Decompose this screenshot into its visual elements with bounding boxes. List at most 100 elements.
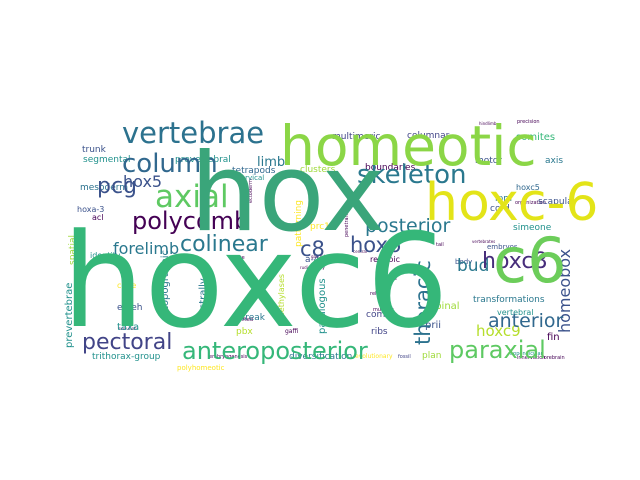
cloud-word-organization: organization <box>515 200 546 206</box>
cloud-word-somites: somites <box>516 132 555 143</box>
cloud-word-forebrain: forebrain <box>542 355 565 361</box>
cloud-word-rudimentary: rudimentary <box>300 265 325 270</box>
cloud-word-hoxc-6: hoxc-6 <box>425 173 598 233</box>
cloud-word-trunk: trunk <box>82 145 107 155</box>
cloud-word-fossil: fossil <box>398 354 411 360</box>
cloud-word-species: species <box>378 276 397 282</box>
cloud-word-central: central <box>353 249 367 254</box>
cloud-word-transformations: transformations <box>473 295 545 305</box>
cloud-word-column: column <box>122 149 218 179</box>
cloud-word-hoxc6: hoxc6 <box>62 205 449 357</box>
cloud-word-plan: plan <box>422 351 441 361</box>
cloud-word-hindlimb: hindlimb <box>479 121 497 126</box>
cloud-word-anteroposterior: anteroposterior <box>182 337 368 365</box>
cloud-word-evolution: evolution <box>118 326 137 331</box>
cloud-word-clusters: clusters <box>300 165 336 175</box>
cloud-word-streak: streak <box>237 313 266 323</box>
cloud-word-diversification: diversification <box>289 352 352 362</box>
cloud-word-lateral: lateral <box>339 258 352 263</box>
cloud-word-trithorax-group: trithorax-group <box>92 352 161 362</box>
cloud-word-a-4: a-4 <box>305 255 320 265</box>
cloud-word-tail: tail <box>436 242 444 248</box>
cloud-word-simeone: simeone <box>513 223 552 233</box>
cloud-word-limb: limb <box>257 155 285 170</box>
cloud-word-mesoderm: mesoderm <box>80 183 128 193</box>
cloud-word-cord: cord <box>490 204 510 214</box>
cloud-word-fin: fin <box>547 332 560 343</box>
cloud-word-code: code <box>117 281 136 290</box>
cloud-word-innervation: innervation <box>517 355 545 361</box>
cloud-word-hox: hox <box>190 131 385 256</box>
cloud-word-mutants: mutants <box>373 307 394 313</box>
cloud-word-motor: motor <box>475 156 502 166</box>
cloud-word-vertebrates: vertebrates <box>472 239 495 244</box>
cloud-word-prevertebral: prevertebral <box>175 155 231 165</box>
cloud-word-axis: axis <box>545 156 563 166</box>
cloud-word-precision: precision <box>517 119 540 125</box>
cloud-word-segmental: segmental <box>83 155 131 165</box>
cloud-word-hox5: hox5 <box>123 172 162 191</box>
cloud-word-c6: c6 <box>493 224 567 297</box>
cloud-word-colinear: colinear <box>180 232 269 257</box>
cloud-word-hoxc9: hoxc9 <box>476 322 521 340</box>
cloud-word-paralogous: paralogous <box>317 278 328 334</box>
cloud-word-anterior: anterior <box>488 310 564 332</box>
cloud-word-rostrally: rostrally <box>198 278 209 319</box>
cloud-word-evolutionary: evolutionary <box>355 353 393 360</box>
cloud-word-tetrapods: tetrapods <box>232 166 276 176</box>
cloud-word-vertebral: vertebral <box>497 308 534 317</box>
cloud-word-patterning: patterning <box>294 200 304 247</box>
cloud-word-topographic: topographic <box>160 250 171 310</box>
cloud-word-embryogenesis: embryogenesis <box>209 354 248 360</box>
cloud-word-columnar: columnar <box>407 131 450 141</box>
cloud-word-multimeric: multimeric <box>332 132 381 142</box>
cloud-canvas <box>72 120 568 368</box>
cloud-word-axial: axial <box>155 179 229 215</box>
cloud-word-hoxc8: hoxc8 <box>482 249 547 274</box>
cloud-word-acl: acl <box>92 213 104 222</box>
cloud-word-retinoic: retinoic <box>370 255 400 264</box>
cloud-word-polycomb: polycomb <box>132 207 249 235</box>
cloud-word-paraxial: paraxial <box>449 336 546 364</box>
cloud-word-pectoral: pectoral <box>82 330 172 355</box>
cloud-word-gaffi: gaffi <box>285 328 298 335</box>
cloud-word-pcg: pcg <box>97 174 137 199</box>
cloud-word-ectoderm: ectoderm <box>248 179 254 203</box>
cloud-word-body: body <box>455 258 472 266</box>
cloud-word-cervical: cervical <box>237 174 264 182</box>
cloud-word-appendicular: appendicular <box>510 351 544 357</box>
cloud-word-relies: relies <box>370 291 384 297</box>
cloud-word-prii: prii <box>425 320 441 331</box>
cloud-word-thoracic: thoracic <box>411 260 435 345</box>
cloud-word-hox6: hox6 <box>350 233 401 257</box>
cloud-word-embryos: embryos <box>487 243 518 251</box>
cloud-word-spatial: spatial <box>68 235 78 265</box>
cloud-word-lpm: lpm <box>495 194 512 204</box>
cloud-word-prc1: prc1 <box>310 222 330 232</box>
cloud-word-prevertebrae: prevertebrae <box>64 283 75 348</box>
cloud-word-pbx: pbx <box>236 327 253 337</box>
cloud-word-hoxa-3: hoxa-3 <box>77 205 104 214</box>
cloud-word-shifted: shifted <box>236 317 253 323</box>
cloud-word-homeotic: homeotic <box>280 114 537 178</box>
cloud-word-skeleton: skeleton <box>357 160 466 190</box>
cloud-word-polyhomeotic: polyhomeotic <box>177 364 225 372</box>
cloud-word-scapula: scapula <box>538 197 573 207</box>
cloud-word-homeobox: homeobox <box>555 249 574 333</box>
cloud-word-gastrulation: gastrulation <box>311 254 336 259</box>
cloud-word-eh-eh: eh/eh <box>117 303 143 313</box>
cloud-word-plate: plate <box>232 255 245 261</box>
cloud-word-combs: combs <box>366 310 396 320</box>
cloud-word-taxa: taxa <box>117 322 139 333</box>
cloud-word-ribs: ribs <box>371 327 388 337</box>
cloud-word-penetrance: penetrance <box>344 208 350 237</box>
cloud-word-boundaries: boundaries <box>365 163 416 173</box>
cloud-word-methylases: methylases <box>277 274 286 320</box>
cloud-word-bud: bud <box>457 256 489 276</box>
cloud-word-forelimb: forelimb <box>113 239 179 258</box>
cloud-word-posterior: posterior <box>365 215 450 237</box>
cloud-word-identity: identity <box>90 251 121 260</box>
cloud-word-hoxc5: hoxc5 <box>516 183 540 192</box>
cloud-word-vertebrae: vertebrae <box>122 116 264 150</box>
